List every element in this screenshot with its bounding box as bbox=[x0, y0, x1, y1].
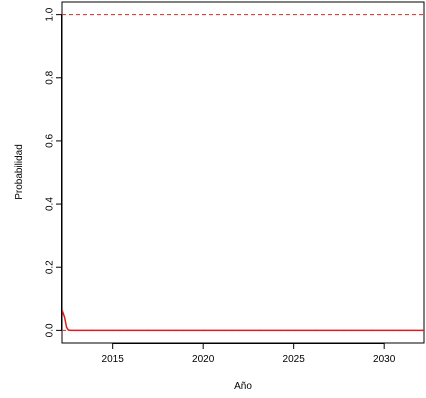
x-tick-label: 2025 bbox=[283, 354, 306, 365]
x-axis: 2015 2020 2025 2030 bbox=[102, 343, 396, 365]
y-axis: 0.0 0.2 0.4 0.6 0.8 1.0 bbox=[45, 7, 62, 337]
reference-lines bbox=[62, 14, 424, 331]
series-layer bbox=[61, 309, 424, 332]
x-tick-label: 2015 bbox=[102, 354, 125, 365]
y-tick-label: 1.0 bbox=[45, 7, 56, 21]
series-line-0 bbox=[61, 309, 424, 332]
x-axis-label: Año bbox=[234, 381, 252, 392]
y-tick-label: 0.8 bbox=[45, 70, 56, 84]
y-tick-label: 0.0 bbox=[45, 323, 56, 337]
plot-frame bbox=[61, 1, 425, 344]
y-tick-label: 0.4 bbox=[45, 197, 56, 211]
y-tick-label: 0.2 bbox=[45, 260, 56, 274]
x-tick-label: 2030 bbox=[373, 354, 396, 365]
y-tick-label: 0.6 bbox=[45, 134, 56, 148]
y-axis-label: Probabilidad bbox=[14, 144, 25, 200]
x-tick-label: 2020 bbox=[192, 354, 215, 365]
